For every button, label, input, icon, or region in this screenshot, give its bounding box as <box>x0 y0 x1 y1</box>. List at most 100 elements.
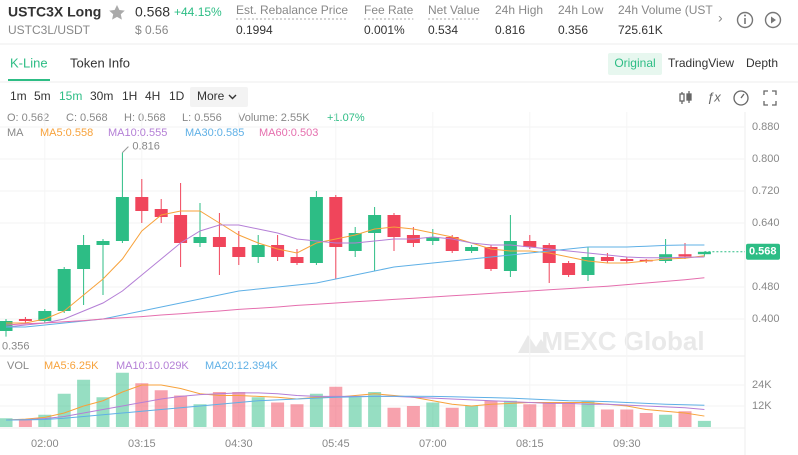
x-tick-label: 03:15 <box>128 438 156 450</box>
y-tick-label: 0.480 <box>752 281 780 293</box>
high-label: 0.816 <box>132 141 160 153</box>
vol-ma-legend: MA20:12.394K <box>205 360 278 372</box>
ma-legend: MA30:0.585 <box>185 127 244 139</box>
candle-body <box>503 241 517 271</box>
candle-body <box>620 259 634 261</box>
volume-bar <box>503 400 517 427</box>
more-chevron <box>228 94 237 100</box>
tab[interactable]: K-Line <box>10 55 48 70</box>
candle-body <box>697 251 711 255</box>
volume-bar <box>135 383 149 427</box>
volume-bar <box>523 404 537 427</box>
vol-ma-legend: MA5:6.25K <box>44 360 99 372</box>
change: +44.15% <box>174 5 222 19</box>
usd-price: $ 0.56 <box>135 23 169 37</box>
candle-body <box>135 197 149 211</box>
vol-ma-line <box>5 392 705 421</box>
interval[interactable]: 1m <box>10 89 27 103</box>
interval[interactable]: 30m <box>90 89 113 103</box>
vol-ma-legend: MA10:10.029K <box>116 360 189 372</box>
stat-value: 0.1994 <box>236 23 273 37</box>
y-tick-label: 0.880 <box>752 121 780 133</box>
vol-ma-line <box>5 384 705 421</box>
candle-body <box>232 247 246 257</box>
x-tick-label: 05:45 <box>322 438 350 450</box>
candle-icon[interactable] <box>679 91 692 104</box>
candle-body <box>348 233 362 251</box>
more[interactable]: More <box>197 89 225 103</box>
candle-body <box>523 241 537 247</box>
view[interactable]: TradingView <box>668 56 734 70</box>
candle-body <box>174 215 188 243</box>
y-tick-label: 0.720 <box>752 185 780 197</box>
info-icon[interactable] <box>736 11 754 29</box>
stat-value: 725.61K <box>618 23 663 37</box>
price: 0.568 <box>135 4 170 20</box>
info-change: +1.07% <box>327 112 365 124</box>
candle-body <box>271 245 285 257</box>
candle-body <box>96 241 110 245</box>
ma-line <box>5 224 705 328</box>
volume-bar <box>620 409 634 427</box>
x-tick-label: 07:00 <box>419 438 447 450</box>
expand-icon[interactable] <box>763 90 777 106</box>
candle-body <box>309 197 323 263</box>
x-tick-label: 08:15 <box>516 438 544 450</box>
volume-bar <box>77 379 91 427</box>
play-icon[interactable] <box>764 11 782 29</box>
candle-body <box>387 215 401 237</box>
candle-body <box>193 237 207 243</box>
volume-bar <box>0 418 13 427</box>
candle-body <box>77 245 91 269</box>
volume-bar <box>697 420 711 427</box>
volume-bar <box>96 397 110 427</box>
interval[interactable]: 1H <box>122 89 137 103</box>
volume-bar <box>368 392 382 427</box>
ma-legend: MA5:0.558 <box>40 127 93 139</box>
candle-body <box>329 197 343 247</box>
candle-body <box>18 319 32 321</box>
chevron[interactable]: › <box>718 10 723 26</box>
ma-label: MA <box>7 127 24 139</box>
volume-bar <box>348 397 362 427</box>
candle-body <box>251 245 265 257</box>
ohlc-info: O: 0.562 <box>7 112 49 124</box>
volume-bar <box>232 392 246 427</box>
low-label: 0.356 <box>2 341 30 353</box>
interval[interactable]: 1D <box>169 89 185 103</box>
star-icon[interactable] <box>109 5 125 20</box>
ohlc-info: L: 0.556 <box>182 112 222 124</box>
tab[interactable]: Token Info <box>70 55 130 70</box>
interval[interactable]: 5m <box>34 89 51 103</box>
gauge-icon[interactable] <box>733 90 749 106</box>
volume-bar <box>290 404 304 427</box>
ohlc-info: H: 0.568 <box>124 112 166 124</box>
volume-bar <box>659 414 673 427</box>
candle-body <box>445 237 459 251</box>
stat-label: 24h Volume (UST <box>618 3 713 17</box>
ma-legend: MA60:0.503 <box>259 127 318 139</box>
interval[interactable]: 15m <box>59 89 82 103</box>
volume-bar <box>57 393 71 427</box>
interval[interactable]: 4H <box>145 89 160 103</box>
volume-bar <box>115 372 129 427</box>
candle-body <box>212 237 226 247</box>
volume-bar <box>426 402 440 427</box>
volume-bar <box>600 409 614 427</box>
candle-body <box>678 254 692 257</box>
volume-bar <box>465 406 479 427</box>
y-tick-label: 0.400 <box>752 313 780 325</box>
view[interactable]: Depth <box>746 56 778 70</box>
vol-ma-line <box>5 395 705 421</box>
y-tick-label: 0.640 <box>752 217 780 229</box>
volume-bar <box>562 402 576 427</box>
view[interactable]: Original <box>614 56 655 70</box>
stat-label: 24h High <box>495 3 543 17</box>
last-price-bg <box>746 243 780 260</box>
watermark-logo <box>518 335 550 353</box>
volume-bar <box>309 393 323 427</box>
fx-icon[interactable]: ƒx <box>707 89 721 104</box>
symbol: USTC3X Long <box>8 4 101 20</box>
watermark: MEXC Global <box>541 326 704 356</box>
candle-body <box>57 269 71 311</box>
